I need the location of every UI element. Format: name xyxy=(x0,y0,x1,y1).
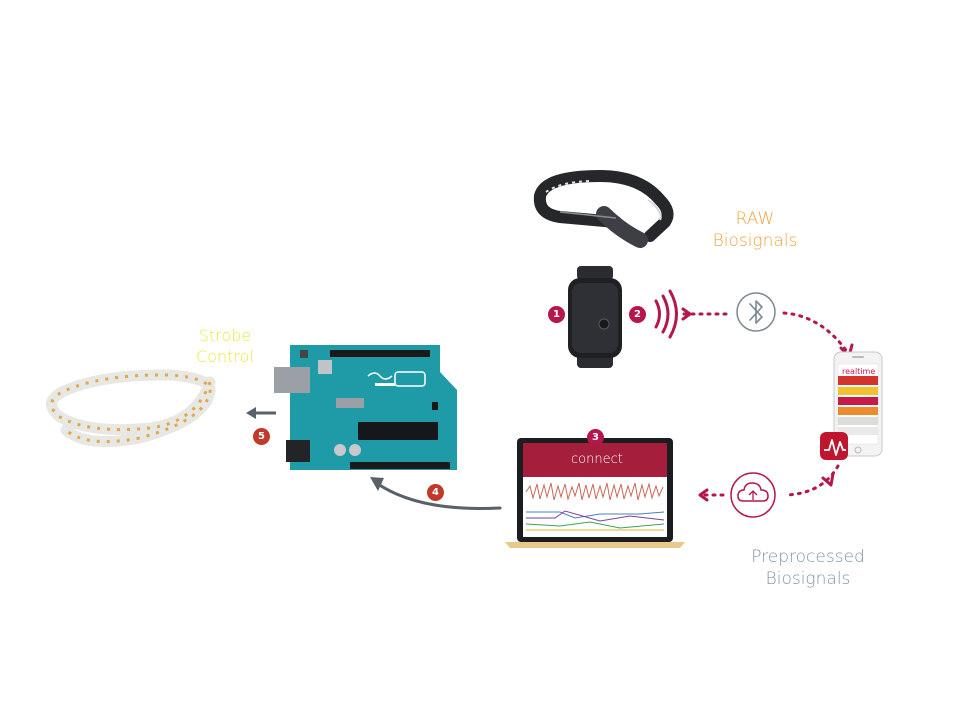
raw-label-line1: RAW xyxy=(735,209,775,229)
led-strip-image xyxy=(46,369,216,448)
arrowhead-to-led-strip xyxy=(246,407,256,419)
preprocessed-biosignals-label: Preprocessed Biosignals xyxy=(735,546,881,590)
step-badge-3: 3 xyxy=(587,429,604,446)
flow-arrow-to-arduino xyxy=(376,482,502,510)
step-badge-1: 1 xyxy=(548,306,565,323)
raw-biosignals-label: RAW Biosignals xyxy=(700,208,810,252)
pre-label-line2: Biosignals xyxy=(765,569,851,589)
raw-label-line2: Biosignals xyxy=(712,231,798,251)
arrowhead-to-laptop xyxy=(698,488,709,502)
cloud-sync-icon xyxy=(730,472,776,518)
arrowhead-to-bluetooth xyxy=(681,307,692,321)
laptop-image xyxy=(505,438,685,548)
strobe-control-label: Strobe Control xyxy=(180,325,270,367)
arduino-uno-board-image xyxy=(274,345,457,470)
flow-arrow-to-phone xyxy=(782,311,850,355)
signal-waveform xyxy=(525,482,664,501)
step-badge-5: 5 xyxy=(253,428,270,445)
arrowhead-to-arduino xyxy=(370,477,384,491)
strobe-label-line2: Control xyxy=(196,347,254,366)
flow-arrow-to-cloud xyxy=(783,464,840,497)
step-badge-2: 2 xyxy=(629,306,646,323)
wifi-signal-icon xyxy=(654,289,678,339)
eeg-headband-image xyxy=(533,169,674,248)
wristband-sensor-image xyxy=(568,266,622,368)
realtime-app-title: realtime xyxy=(842,367,876,376)
pre-label-line1: Preprocessed xyxy=(751,547,865,567)
strobe-label-line1: Strobe xyxy=(198,326,252,345)
bluetooth-icon xyxy=(736,292,776,332)
realtime-app-icon xyxy=(820,432,848,460)
step-badge-4: 4 xyxy=(427,484,444,501)
smartphone-image xyxy=(833,351,883,457)
connect-app-title: connect xyxy=(571,452,623,467)
arrowhead-from-phone xyxy=(821,472,835,487)
